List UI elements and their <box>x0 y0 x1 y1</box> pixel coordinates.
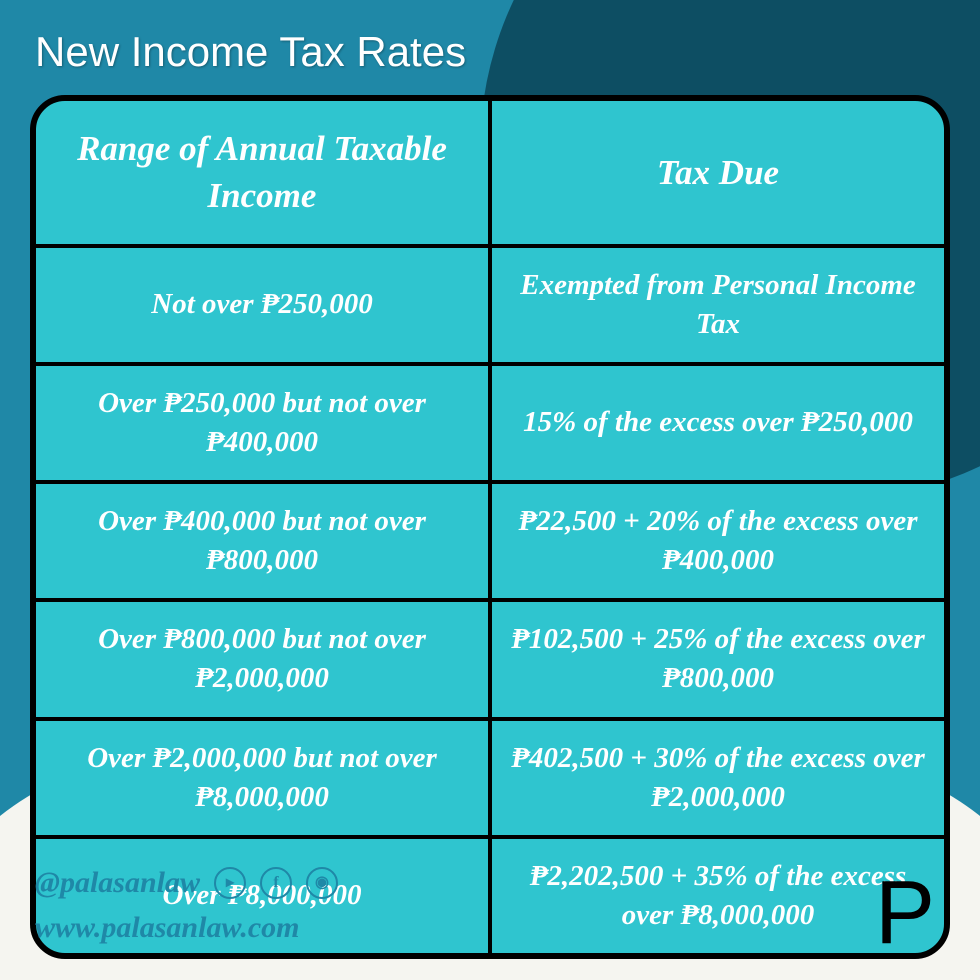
youtube-icon[interactable]: ▸ <box>214 867 246 899</box>
cell-tax: ₱22,500 + 20% of the excess over ₱400,00… <box>492 484 944 598</box>
header-tax: Tax Due <box>492 101 944 244</box>
cell-range: Not over ₱250,000 <box>36 248 492 362</box>
table-row: Over ₱800,000 but not over ₱2,000,000 ₱1… <box>36 602 944 720</box>
social-handle-row: @palasanlaw ▸ f ◉ <box>35 860 338 905</box>
facebook-icon[interactable]: f <box>260 867 292 899</box>
instagram-icon[interactable]: ◉ <box>306 867 338 899</box>
table-row: Over ₱2,000,000 but not over ₱8,000,000 … <box>36 721 944 839</box>
tax-table-wrapper: Range of Annual Taxable Income Tax Due N… <box>30 95 950 959</box>
table-row: Over ₱250,000 but not over ₱400,000 15% … <box>36 366 944 484</box>
cell-tax: ₱402,500 + 30% of the excess over ₱2,000… <box>492 721 944 835</box>
cell-range: Over ₱250,000 but not over ₱400,000 <box>36 366 492 480</box>
cell-range: Over ₱2,000,000 but not over ₱8,000,000 <box>36 721 492 835</box>
table-row: Not over ₱250,000 Exempted from Personal… <box>36 248 944 366</box>
cell-range: Over ₱800,000 but not over ₱2,000,000 <box>36 602 492 716</box>
page-title: New Income Tax Rates <box>35 28 466 76</box>
tax-table: Range of Annual Taxable Income Tax Due N… <box>30 95 950 959</box>
logo-letter: P <box>875 882 935 945</box>
header-range: Range of Annual Taxable Income <box>36 101 492 244</box>
cell-tax: ₱102,500 + 25% of the excess over ₱800,0… <box>492 602 944 716</box>
cell-tax: Exempted from Personal Income Tax <box>492 248 944 362</box>
social-handle: @palasanlaw <box>35 860 200 905</box>
cell-range: Over ₱400,000 but not over ₱800,000 <box>36 484 492 598</box>
table-header-row: Range of Annual Taxable Income Tax Due <box>36 101 944 248</box>
website-url: www.palasanlaw.com <box>35 905 338 950</box>
brand-logo: P <box>875 882 935 945</box>
table-row: Over ₱400,000 but not over ₱800,000 ₱22,… <box>36 484 944 602</box>
cell-tax: 15% of the excess over ₱250,000 <box>492 366 944 480</box>
footer: @palasanlaw ▸ f ◉ www.palasanlaw.com <box>35 860 338 950</box>
